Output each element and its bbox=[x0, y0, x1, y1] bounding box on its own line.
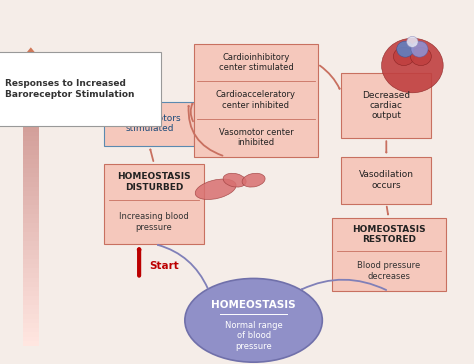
Bar bbox=[23, 291, 39, 296]
Bar bbox=[23, 164, 39, 168]
Text: Vasomotor center
inhibited: Vasomotor center inhibited bbox=[219, 128, 293, 147]
FancyBboxPatch shape bbox=[341, 73, 431, 138]
Bar bbox=[23, 323, 39, 328]
Bar bbox=[23, 273, 39, 277]
Bar bbox=[23, 332, 39, 337]
Text: Cardioacceleratory
center inhibited: Cardioacceleratory center inhibited bbox=[216, 90, 296, 110]
Bar bbox=[23, 205, 39, 209]
Polygon shape bbox=[7, 47, 55, 76]
Bar bbox=[23, 123, 39, 127]
Bar bbox=[23, 259, 39, 264]
Text: HOMEOSTASIS
DISTURBED: HOMEOSTASIS DISTURBED bbox=[117, 172, 191, 191]
Bar bbox=[23, 73, 39, 78]
Bar bbox=[23, 159, 39, 164]
Text: HOMEOSTASIS
RESTORED: HOMEOSTASIS RESTORED bbox=[352, 225, 426, 245]
Bar bbox=[23, 150, 39, 155]
Bar bbox=[23, 177, 39, 182]
Text: Start: Start bbox=[149, 261, 179, 272]
Ellipse shape bbox=[195, 179, 236, 199]
Bar bbox=[23, 318, 39, 323]
FancyBboxPatch shape bbox=[104, 102, 194, 146]
Ellipse shape bbox=[223, 173, 246, 187]
Bar bbox=[23, 182, 39, 186]
Bar bbox=[23, 300, 39, 305]
Bar bbox=[23, 100, 39, 104]
Ellipse shape bbox=[397, 41, 414, 57]
Bar bbox=[23, 223, 39, 228]
Bar bbox=[23, 237, 39, 241]
Text: Responses to Increased
Baroreceptor Stimulation: Responses to Increased Baroreceptor Stim… bbox=[5, 79, 134, 99]
Bar bbox=[23, 209, 39, 214]
Text: HOMEOSTASIS: HOMEOSTASIS bbox=[211, 300, 296, 310]
Ellipse shape bbox=[393, 47, 414, 66]
Bar bbox=[23, 328, 39, 332]
Bar bbox=[23, 195, 39, 200]
Bar bbox=[23, 314, 39, 318]
Bar bbox=[23, 228, 39, 232]
Bar bbox=[23, 127, 39, 132]
Bar bbox=[23, 282, 39, 287]
Bar bbox=[23, 214, 39, 218]
Bar bbox=[23, 95, 39, 100]
Bar bbox=[23, 241, 39, 246]
Bar bbox=[23, 86, 39, 91]
Bar bbox=[23, 136, 39, 141]
Bar bbox=[23, 287, 39, 291]
Bar bbox=[23, 118, 39, 123]
Bar bbox=[23, 186, 39, 191]
Bar bbox=[23, 200, 39, 205]
Bar bbox=[23, 173, 39, 177]
Ellipse shape bbox=[382, 38, 443, 93]
Text: Blood pressure
decreases: Blood pressure decreases bbox=[357, 261, 420, 281]
Bar bbox=[23, 341, 39, 346]
Text: Baroreceptors
stimulated: Baroreceptors stimulated bbox=[118, 114, 181, 134]
Text: Normal range
of blood
pressure: Normal range of blood pressure bbox=[225, 321, 283, 351]
Bar bbox=[23, 246, 39, 250]
Ellipse shape bbox=[411, 41, 428, 57]
Bar bbox=[23, 146, 39, 150]
Bar bbox=[23, 255, 39, 259]
FancyBboxPatch shape bbox=[194, 44, 318, 157]
Ellipse shape bbox=[242, 173, 265, 187]
Ellipse shape bbox=[410, 47, 431, 66]
Bar bbox=[23, 104, 39, 109]
Bar bbox=[23, 141, 39, 146]
Ellipse shape bbox=[407, 36, 418, 47]
Bar bbox=[23, 232, 39, 237]
FancyBboxPatch shape bbox=[332, 218, 446, 291]
Bar bbox=[23, 168, 39, 173]
Bar bbox=[23, 132, 39, 136]
Bar bbox=[23, 296, 39, 300]
Bar bbox=[23, 155, 39, 159]
Bar bbox=[23, 77, 39, 82]
Text: Cardioinhibitory
center stimulated: Cardioinhibitory center stimulated bbox=[219, 53, 293, 72]
Bar bbox=[23, 264, 39, 269]
Text: Increasing blood
pressure: Increasing blood pressure bbox=[119, 212, 189, 232]
Bar bbox=[23, 114, 39, 118]
Bar bbox=[23, 268, 39, 273]
Bar bbox=[23, 250, 39, 255]
FancyBboxPatch shape bbox=[104, 164, 204, 244]
FancyBboxPatch shape bbox=[341, 157, 431, 204]
Ellipse shape bbox=[185, 278, 322, 362]
Bar bbox=[23, 337, 39, 341]
Text: Decreased
cardiac
output: Decreased cardiac output bbox=[362, 91, 410, 120]
Text: Start: Start bbox=[149, 261, 179, 271]
Bar bbox=[23, 218, 39, 223]
Bar bbox=[23, 191, 39, 196]
Bar bbox=[23, 309, 39, 314]
Text: Vasodilation
occurs: Vasodilation occurs bbox=[359, 170, 414, 190]
Bar bbox=[23, 109, 39, 114]
Bar bbox=[23, 91, 39, 95]
Bar bbox=[23, 305, 39, 309]
Bar bbox=[23, 277, 39, 282]
Bar bbox=[23, 82, 39, 86]
